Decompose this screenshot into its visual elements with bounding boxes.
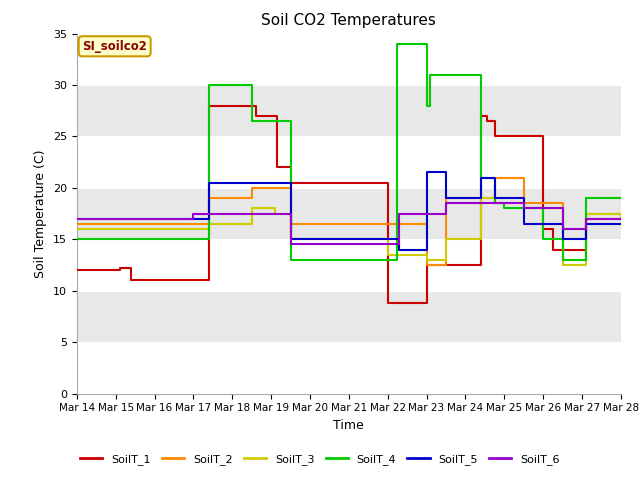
Bar <box>77 240 621 291</box>
Bar <box>77 136 621 188</box>
Y-axis label: Soil Temperature (C): Soil Temperature (C) <box>35 149 47 278</box>
Text: SI_soilco2: SI_soilco2 <box>82 40 147 53</box>
X-axis label: Time: Time <box>333 419 364 432</box>
Legend: SoilT_1, SoilT_2, SoilT_3, SoilT_4, SoilT_5, SoilT_6: SoilT_1, SoilT_2, SoilT_3, SoilT_4, Soil… <box>76 450 564 469</box>
Title: Soil CO2 Temperatures: Soil CO2 Temperatures <box>261 13 436 28</box>
Bar <box>77 342 621 394</box>
Bar <box>77 34 621 85</box>
